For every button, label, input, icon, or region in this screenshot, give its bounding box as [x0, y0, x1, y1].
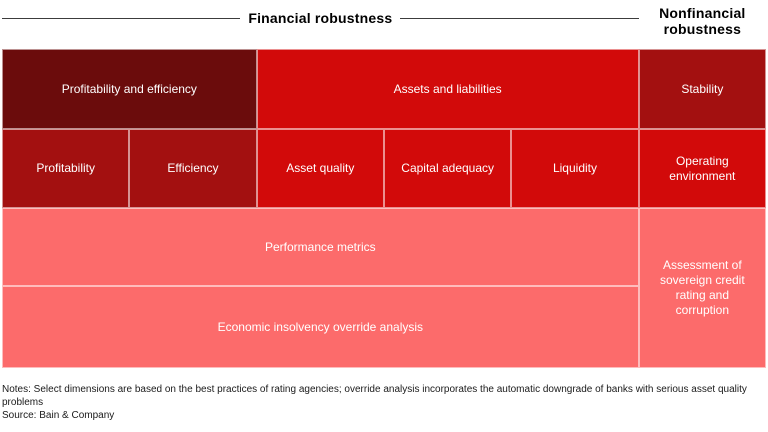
- header-rule-left: [2, 17, 241, 19]
- header-rule-right: [400, 17, 639, 19]
- cell-performance-metrics: Performance metrics: [2, 208, 639, 286]
- cell-assets-and-liabilities: Assets and liabilities: [256, 49, 639, 129]
- cell-capital-adequacy: Capital adequacy: [384, 129, 512, 208]
- cell-liquidity: Liquidity: [511, 129, 639, 208]
- nonfinancial-robustness-label: Nonfinancial robustness: [659, 5, 746, 37]
- cell-economic-insolvency-override: Economic insolvency override analysis: [2, 286, 639, 368]
- cell-profitability: Profitability: [2, 129, 130, 208]
- financial-robustness-header: Financial robustness: [2, 5, 639, 31]
- financial-robustness-label: Financial robustness: [248, 10, 393, 26]
- cell-sovereign-assessment: Assessment of sovereign credit rating an…: [638, 208, 766, 368]
- header: Financial robustness Nonfinancial robust…: [2, 0, 766, 37]
- cell-operating-environment: Operating environment: [638, 129, 766, 208]
- note-text: Notes: Select dimensions are based on th…: [2, 384, 747, 408]
- cell-asset-quality: Asset quality: [256, 129, 384, 208]
- footnotes: Notes: Select dimensions are based on th…: [2, 383, 767, 422]
- robustness-matrix: Profitability and efficiency Assets and …: [2, 49, 766, 368]
- source-text: Source: Bain & Company: [2, 410, 115, 421]
- cell-efficiency: Efficiency: [129, 129, 257, 208]
- cell-stability: Stability: [638, 49, 766, 129]
- cell-profitability-and-efficiency: Profitability and efficiency: [2, 49, 257, 129]
